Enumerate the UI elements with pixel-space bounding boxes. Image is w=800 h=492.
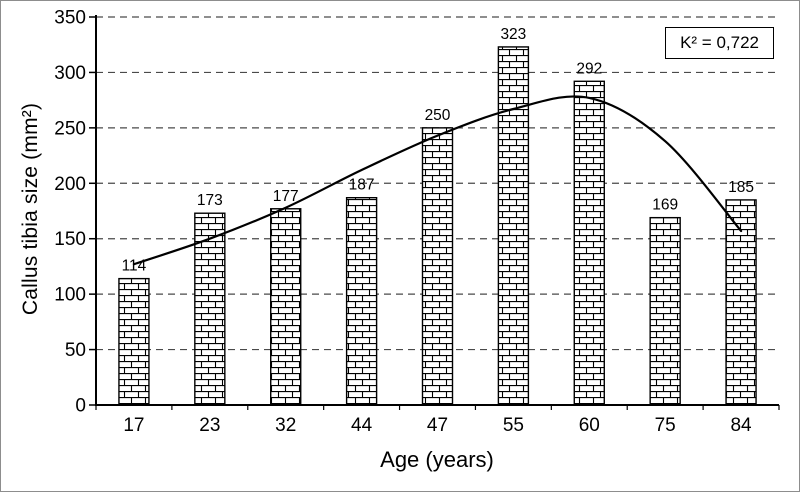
y-tick-label: 200 (54, 174, 86, 195)
y-tick-label: 150 (54, 229, 86, 250)
bar (725, 199, 757, 406)
y-tick-label: 100 (54, 285, 86, 306)
y-axis-title: Callus tibia size (mm²) (19, 102, 42, 316)
bar (497, 46, 530, 406)
bar-value-label: 173 (197, 192, 223, 209)
bar (118, 277, 150, 406)
bar-value-label: 292 (576, 60, 602, 77)
x-tick-label: 23 (199, 415, 220, 436)
bar (421, 127, 454, 406)
x-axis-title: Age (years) (380, 447, 494, 472)
x-tick-label: 44 (351, 415, 373, 436)
bar-value-label: 169 (652, 197, 678, 214)
x-tick-label: 84 (730, 415, 752, 436)
bar-value-label: 177 (273, 188, 299, 205)
bar (573, 80, 605, 406)
x-tick-label: 47 (427, 415, 448, 436)
bar-value-label: 323 (500, 26, 526, 43)
x-tick-label: 55 (503, 415, 524, 436)
r-squared-annotation: K² = 0,722 (665, 27, 774, 59)
y-tick-label: 250 (54, 118, 86, 139)
bar (649, 216, 681, 406)
bar (270, 208, 302, 406)
y-tick-label: 300 (54, 63, 86, 84)
bar-value-label: 185 (728, 179, 754, 196)
y-tick-label: 350 (54, 8, 86, 29)
x-tick-label: 60 (579, 415, 600, 436)
x-tick-label: 32 (275, 415, 296, 436)
bar (345, 196, 378, 406)
y-tick-label: 50 (65, 340, 86, 361)
bar-value-label: 187 (349, 177, 375, 194)
x-tick-label: 75 (655, 415, 676, 436)
trend-line (132, 95, 743, 266)
bar-value-label: 250 (425, 107, 451, 124)
y-tick-label: 0 (75, 396, 86, 417)
x-tick-label: 17 (123, 415, 144, 436)
